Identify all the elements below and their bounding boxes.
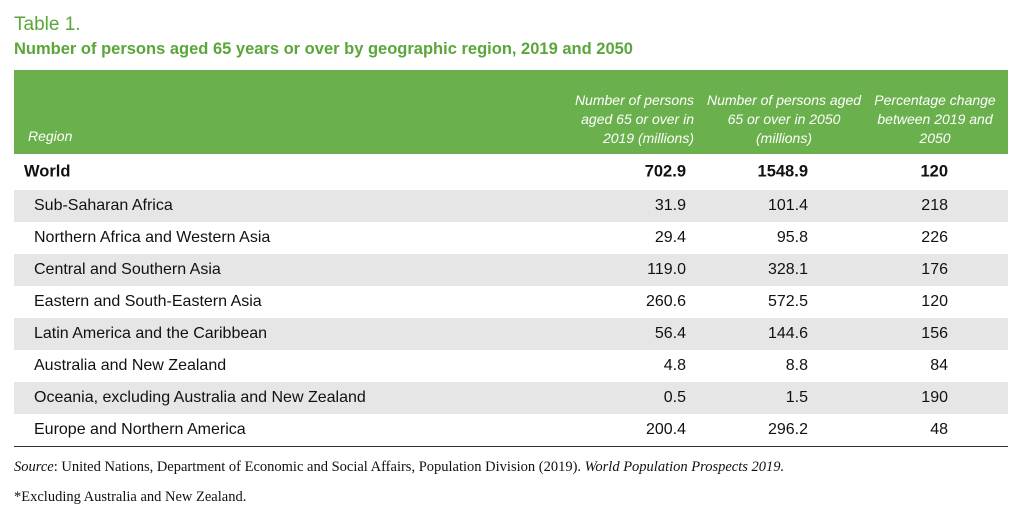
table-row: Latin America and the Caribbean 56.4 144… xyxy=(14,318,1008,350)
cell-region: Latin America and the Caribbean xyxy=(34,325,268,342)
cell-2050: 328.1 xyxy=(767,261,808,278)
header-2019: Number of persons aged 65 or over in 201… xyxy=(574,92,694,146)
header-region: Region xyxy=(28,128,73,144)
cell-pct: 176 xyxy=(921,261,948,278)
cell-2019: 56.4 xyxy=(654,325,686,342)
table-row: Sub-Saharan Africa 31.9 101.4 218 xyxy=(14,190,1008,222)
table-header: Region Number of persons aged 65 or over… xyxy=(14,70,1008,154)
table-row: Central and Southern Asia 119.0 328.1 17… xyxy=(14,254,1008,286)
cell-2019: 702.9 xyxy=(644,162,686,181)
cell-region: Oceania, excluding Australia and New Zea… xyxy=(34,389,366,406)
cell-pct: 190 xyxy=(921,389,948,406)
cell-2019: 31.9 xyxy=(654,197,686,214)
cell-region: Eastern and South-Eastern Asia xyxy=(34,293,262,310)
cell-2019: 29.4 xyxy=(654,229,686,246)
cell-2019: 0.5 xyxy=(663,389,686,406)
cell-region: Europe and Northern America xyxy=(34,421,246,438)
cell-2050: 144.6 xyxy=(767,325,808,342)
cell-2050: 95.8 xyxy=(776,229,808,246)
cell-2019: 119.0 xyxy=(647,261,686,278)
cell-2050: 296.2 xyxy=(767,421,808,438)
footnote: *Excluding Australia and New Zealand. xyxy=(14,489,247,505)
cell-pct: 218 xyxy=(921,197,948,214)
cell-region: Sub-Saharan Africa xyxy=(34,197,173,214)
source-label: Source xyxy=(14,459,54,475)
cell-pct: 120 xyxy=(920,162,948,181)
cell-2019: 260.6 xyxy=(645,293,686,310)
header-pct-change: Percentage change between 2019 and 2050 xyxy=(874,92,996,146)
cell-2019: 200.4 xyxy=(645,421,686,438)
data-table: Region Number of persons aged 65 or over… xyxy=(14,70,1008,447)
cell-region: Northern Africa and Western Asia xyxy=(34,229,271,246)
table-bottom-rule xyxy=(14,446,1008,447)
source-text: : United Nations, Department of Economic… xyxy=(53,459,585,475)
cell-pct: 84 xyxy=(930,357,948,374)
source-note: Source: United Nations, Department of Ec… xyxy=(14,459,784,476)
header-2050: Number of persons aged 65 or over in 205… xyxy=(706,92,862,146)
table-row: Europe and Northern America 200.4 296.2 … xyxy=(14,414,1008,446)
source-publication: World Population Prospects 2019. xyxy=(584,459,785,475)
cell-2050: 572.5 xyxy=(767,293,808,310)
cell-pct: 120 xyxy=(921,293,948,310)
cell-region: Central and Southern Asia xyxy=(34,261,221,278)
table-row-world: World 702.9 1548.9 120 xyxy=(14,154,1008,190)
cell-region: World xyxy=(24,162,71,181)
table-row: Oceania, excluding Australia and New Zea… xyxy=(14,382,1008,414)
cell-pct: 48 xyxy=(930,421,948,438)
cell-pct: 156 xyxy=(921,325,948,342)
table-title: Number of persons aged 65 years or over … xyxy=(14,40,633,58)
table-label: Table 1. xyxy=(14,14,81,35)
table-row: Australia and New Zealand 4.8 8.8 84 xyxy=(14,350,1008,382)
cell-pct: 226 xyxy=(921,229,948,246)
table-row: Northern Africa and Western Asia 29.4 95… xyxy=(14,222,1008,254)
table-row: Eastern and South-Eastern Asia 260.6 572… xyxy=(14,286,1008,318)
cell-2050: 1548.9 xyxy=(757,162,808,181)
cell-2050: 101.4 xyxy=(767,197,808,214)
cell-2050: 8.8 xyxy=(785,357,808,374)
cell-region: Australia and New Zealand xyxy=(34,357,227,374)
cell-2050: 1.5 xyxy=(785,389,808,406)
cell-2019: 4.8 xyxy=(663,357,686,374)
